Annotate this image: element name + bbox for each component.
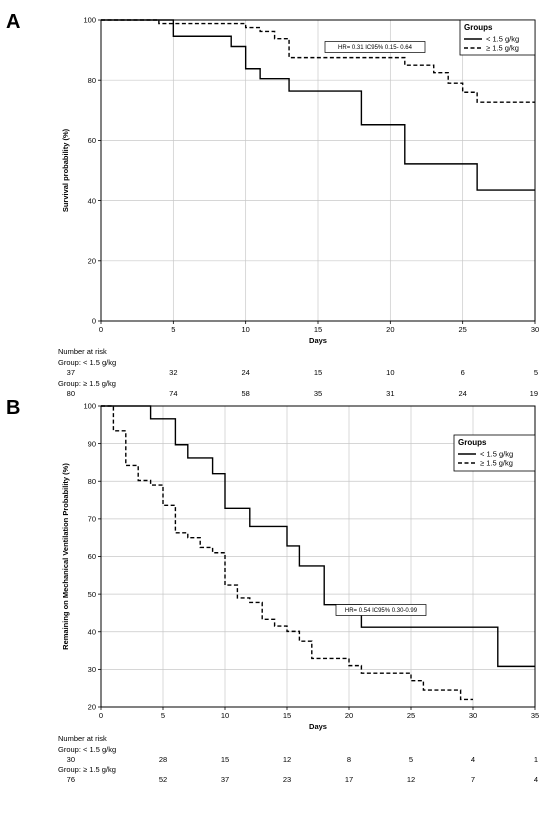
panel-b-xtick-label: 20 [345,711,353,720]
panel-b-ytick-label: 100 [83,402,96,411]
panel-a-ytick-label: 40 [88,196,96,205]
panel-b-risk-count: 52 [159,775,167,784]
panel-b-risk-count: 7 [471,775,475,784]
panel-b-risk-group-label: Group: ≥ 1.5 g/kg [58,765,116,774]
panel-a-risk-count: 10 [386,368,394,377]
panel-b-legend-label-high-dose: ≥ 1.5 g/kg [480,459,513,468]
panel-b-xtick-label: 35 [531,711,539,720]
panel-b-risk-count: 15 [221,755,229,764]
panel-b-series-line-high-dose [101,405,473,701]
panel-b-ytick-label: 20 [88,703,96,712]
panel-a-legend-box [459,19,536,56]
panel-b-risk-count: 12 [407,775,415,784]
panel-b-legend-box [453,434,536,472]
panel-a-legend-title: Groups [464,23,493,32]
panel-a-hr-annotation: HR= 0.31 IC95% 0.15- 0.64 [338,45,413,51]
panel-label-a: A [6,11,20,33]
panel-a-ytick-label: 20 [88,257,96,266]
panel-b-risk-count: 4 [534,775,538,784]
panel-a-y-axis-title: Survival probability (%) [61,128,70,212]
panel-a-ytick-label: 0 [92,317,96,326]
panel-a-ytick-label: 80 [88,76,96,85]
panel-a-x-axis-title: Days [309,336,327,345]
panel-b-risk-group-label: Group: < 1.5 g/kg [58,745,116,754]
panel-a-risk-count: 37 [67,368,75,377]
panel-a-risk-group-label: Group: < 1.5 g/kg [58,358,116,367]
panel-b-risk-count: 17 [345,775,353,784]
panel-b-y-axis-title: Remaining on Mechanical Ventilation Prob… [61,463,70,650]
panel-a-xtick-label: 15 [314,325,322,334]
panel-b-risk-count: 5 [409,755,413,764]
panel-b-xtick-label: 15 [283,711,291,720]
panel-a-risk-count: 5 [534,368,538,377]
panel-a-series-line-high-dose [101,19,535,103]
panel-b-risk-count: 8 [347,755,351,764]
panel-b-risk-count: 23 [283,775,291,784]
panel-b-hr-annotation: HR= 0.54 IC95% 0.30-0.99 [345,608,418,614]
panel-a-ytick-label: 60 [88,136,96,145]
panel-a-risk-count: 19 [530,389,538,398]
panel-b-risk-count: 28 [159,755,167,764]
panel-b-hr-annotation-box [335,604,427,616]
panel-a-risk-count: 24 [458,389,466,398]
panel-b-xtick-label: 0 [99,711,103,720]
panel-b-xtick-label: 25 [407,711,415,720]
panel-a-xtick-label: 30 [531,325,539,334]
panel-b-ytick-label: 30 [88,665,96,674]
panel-b-ytick-label: 90 [88,439,96,448]
panel-b-risk-count: 1 [534,755,538,764]
panel-b-risk-count: 12 [283,755,291,764]
panel-b-xtick-label: 5 [161,711,165,720]
panel-a-risk-count: 6 [461,368,465,377]
panel-b-risk-count: 4 [471,755,475,764]
panel-b-risk-count: 76 [67,775,75,784]
panel-a-hr-annotation-box [324,41,426,53]
panel-a-ytick-label: 100 [83,16,96,25]
panel-a-risk-count: 31 [386,389,394,398]
panel-a-xtick-label: 0 [99,325,103,334]
panel-a-xtick-label: 5 [171,325,175,334]
panel-a-risk-count: 74 [169,389,177,398]
panel-b-xtick-label: 10 [221,711,229,720]
panel-a-risk-group-label: Group: ≥ 1.5 g/kg [58,379,116,388]
panel-label-b: B [6,397,20,419]
panel-b-ytick-label: 80 [88,477,96,486]
panel-a-risk-count: 15 [314,368,322,377]
panel-a-series-line-low-dose [101,19,535,191]
panel-b-ytick-label: 60 [88,552,96,561]
panel-a-risk-count: 35 [314,389,322,398]
panel-b-xtick-label: 30 [469,711,477,720]
panel-b-ytick-label: 40 [88,627,96,636]
panel-a-risk-header: Number at risk [58,347,107,356]
panel-a-risk-count: 58 [241,389,249,398]
panel-a-chart: 0 20 40 60 80 100 0 5 10 15 20 25 30 Days Survival pro… [58,16,539,398]
panel-b-risk-count: 37 [221,775,229,784]
panel-a-risk-count: 24 [241,368,249,377]
panel-b-risk-count: 30 [67,755,75,764]
panel-a-risk-count: 32 [169,368,177,377]
panel-b-x-axis-title: Days [309,722,327,731]
panel-a-legend-label-high-dose: ≥ 1.5 g/kg [486,44,519,53]
panel-b-legend-title: Groups [458,438,487,447]
panel-a-risk-count: 80 [67,389,75,398]
panel-b-risk-header: Number at risk [58,734,107,743]
panel-b-ytick-label: 50 [88,590,96,599]
panel-a-legend-label-low-dose: < 1.5 g/kg [486,35,519,44]
panel-a-xtick-label: 25 [458,325,466,334]
panel-a-xtick-label: 10 [241,325,249,334]
panel-b-legend-label-low-dose: < 1.5 g/kg [480,450,513,459]
panel-b-ytick-label: 70 [88,515,96,524]
panel-a-xtick-label: 20 [386,325,394,334]
